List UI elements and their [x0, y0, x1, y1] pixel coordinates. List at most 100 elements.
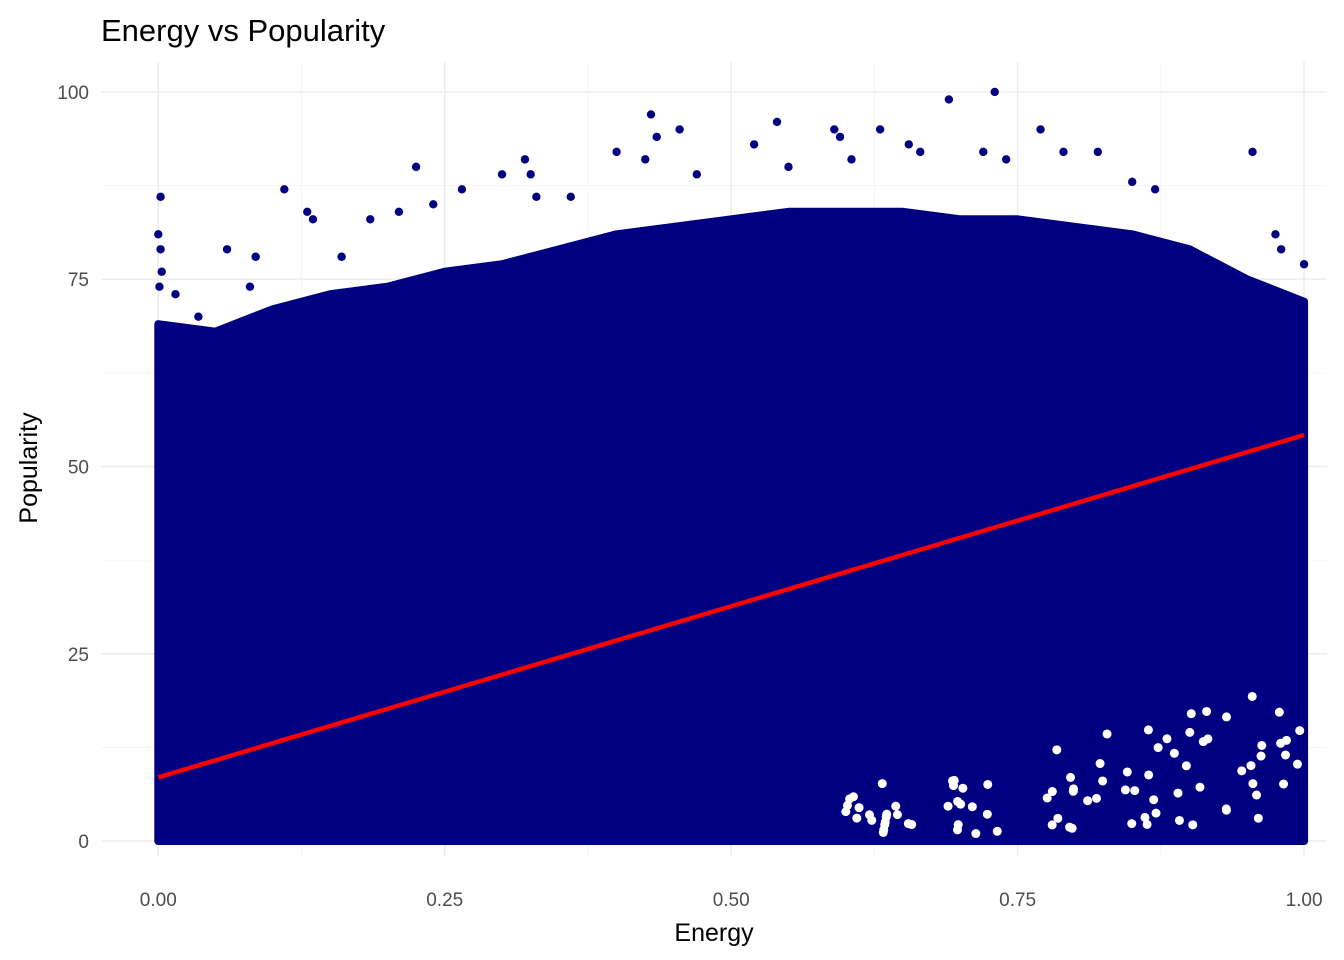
data-point: [1276, 245, 1286, 254]
sparse-gap: [882, 809, 892, 819]
data-point: [875, 125, 885, 134]
data-point: [337, 252, 346, 261]
data-point: [171, 290, 180, 299]
sparse-gap: [1237, 766, 1247, 776]
sparse-gap: [956, 799, 966, 809]
x-tick-label: 0.00: [140, 890, 177, 911]
sparse-gap: [1102, 729, 1112, 739]
sparse-gap: [967, 802, 977, 812]
sparse-gap: [1248, 779, 1258, 789]
data-point: [646, 110, 656, 119]
chart-title: Energy vs Popularity: [101, 13, 386, 48]
scatter-points: [154, 87, 1309, 846]
data-point: [155, 282, 164, 291]
sparse-gap: [877, 779, 887, 789]
sparse-gap: [971, 829, 981, 839]
sparse-gap: [1222, 712, 1232, 722]
sparse-gap: [1153, 743, 1163, 753]
data-point: [979, 147, 988, 157]
data-point: [222, 245, 232, 254]
trend-line: [157, 432, 1305, 780]
data-point: [772, 117, 782, 127]
data-point: [157, 267, 166, 276]
sparse-gap: [992, 826, 1002, 836]
sparse-gap: [1274, 707, 1284, 717]
x-tick-label: 0.50: [713, 890, 750, 911]
sparse-gap: [1144, 770, 1154, 780]
sparse-gap: [958, 783, 968, 793]
sparse-gap: [1292, 759, 1302, 769]
data-point: [497, 170, 507, 179]
sparse-gap: [891, 801, 901, 811]
data-point: [251, 252, 260, 261]
data-point: [303, 207, 312, 217]
data-point: [1271, 230, 1280, 239]
data-point: [835, 132, 845, 142]
sparse-gap: [1142, 819, 1152, 829]
sparse-gap: [867, 815, 877, 825]
sparse-gap: [1066, 772, 1076, 782]
data-point: [280, 185, 289, 194]
data-point: [394, 207, 404, 217]
sparse-gap: [1065, 822, 1075, 832]
sparse-gap: [1053, 813, 1063, 823]
sparse-gap: [1091, 793, 1101, 803]
data-point: [641, 155, 650, 164]
y-axis-title: Popularity: [15, 412, 43, 524]
sparse-gap: [1181, 761, 1191, 771]
data-point: [156, 245, 165, 254]
sparse-gap: [1120, 785, 1130, 795]
sparse-gap: [982, 809, 992, 819]
sparse-gap: [1257, 740, 1267, 750]
data-point: [1128, 177, 1137, 187]
data-point: [308, 215, 318, 224]
sparse-gap: [1130, 786, 1140, 796]
data-point: [749, 140, 759, 149]
data-point: [1150, 185, 1160, 194]
sparse-gap: [943, 801, 953, 811]
data-point: [366, 215, 375, 224]
x-tick-label: 1.00: [1286, 890, 1323, 911]
sparse-gap: [1151, 808, 1161, 818]
sparse-gap: [1247, 691, 1257, 701]
data-point: [411, 162, 421, 172]
data-point: [520, 155, 530, 164]
sparse-gap: [1122, 767, 1132, 777]
sparse-gap: [1188, 820, 1198, 830]
sparse-gap: [1052, 745, 1062, 755]
data-point: [904, 140, 913, 149]
data-point: [1093, 147, 1103, 157]
sparse-gap: [1276, 738, 1286, 748]
sparse-gap: [1174, 815, 1184, 825]
sparse-gap: [854, 803, 864, 813]
sparse-gap: [1252, 790, 1262, 800]
sparse-gap: [1083, 796, 1093, 806]
sparse-gap: [1253, 813, 1263, 823]
data-point: [154, 230, 163, 239]
sparse-gap: [1195, 782, 1205, 792]
data-point: [245, 282, 255, 291]
sparse-gap: [1069, 784, 1079, 794]
sparse-gap: [1295, 726, 1305, 736]
sparse-gap: [1169, 748, 1179, 758]
data-point: [1248, 147, 1257, 157]
sparse-gap: [892, 810, 902, 820]
data-point: [457, 185, 467, 194]
sparse-gap: [1162, 734, 1172, 744]
sparse-gap: [1186, 709, 1196, 719]
sparse-gap: [1246, 761, 1256, 771]
y-tick-label: 75: [68, 270, 89, 291]
sparse-gap: [1149, 795, 1159, 805]
data-point: [566, 192, 575, 202]
sparse-gap: [848, 792, 858, 802]
data-point: [692, 170, 702, 179]
x-tick-labels: 0.00 0.25 0.50 0.75 1.00: [140, 890, 1323, 911]
sparse-gap: [1143, 725, 1153, 735]
x-axis-title: Energy: [674, 919, 754, 947]
sparse-gap: [1185, 727, 1195, 737]
sparse-gap: [1279, 779, 1289, 789]
data-point: [990, 87, 999, 97]
data-point: [526, 170, 535, 179]
sparse-gap: [1042, 793, 1052, 803]
data-point: [916, 147, 925, 157]
